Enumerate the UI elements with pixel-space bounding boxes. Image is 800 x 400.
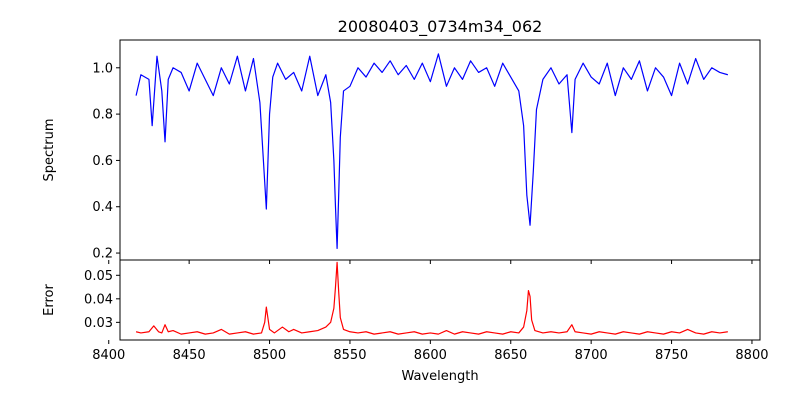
error-y-tick-label: 0.03 <box>84 316 113 331</box>
error-y-ticks: 0.03 0.04 0.05 <box>84 269 120 331</box>
error-x-tick-label: 8500 <box>253 348 286 363</box>
error-series-group <box>135 261 728 335</box>
spectrum-y-tick-label: 0.6 <box>92 154 113 169</box>
error-x-tick-label: 8450 <box>173 348 206 363</box>
error-x-tick-label: 8800 <box>735 348 768 363</box>
spectrum-plot-frame <box>119 39 761 261</box>
error-x-tick-label: 8700 <box>575 348 608 363</box>
error-panel: 0.03 0.04 0.05 8400 8450 8500 8550 8600 8650 870… <box>42 259 769 384</box>
error-y-tick-label: 0.04 <box>84 292 113 307</box>
error-y-axis-label: Error <box>42 284 57 316</box>
error-y-tick-label: 0.05 <box>84 269 113 284</box>
error-x-ticks: 8400 8450 8500 8550 8600 8650 8700 8750 8800 <box>92 340 769 363</box>
error-x-tick-label: 8650 <box>494 348 527 363</box>
spectrum-series-line <box>135 53 729 250</box>
spectrum-y-ticks: 0.2 0.4 0.6 0.8 1.0 <box>92 61 120 262</box>
error-series-line <box>135 261 728 335</box>
spectrum-y-tick-label: 0.2 <box>92 247 113 262</box>
error-plot-frame <box>119 259 761 341</box>
error-x-axis-label: Wavelength <box>401 369 478 384</box>
error-x-tick-label: 8600 <box>414 348 447 363</box>
spectrum-series-group <box>135 53 729 250</box>
spectrum-y-tick-label: 0.8 <box>92 108 113 123</box>
spectrum-panel: 0.2 0.4 0.6 0.8 1.0 Spectrum <box>42 39 761 264</box>
chart-title: 20080403_0734m34_062 <box>338 17 543 37</box>
spectrum-x-ticks <box>108 260 753 264</box>
error-x-tick-label: 8550 <box>333 348 366 363</box>
spectrum-y-axis-label: Spectrum <box>42 119 57 182</box>
spectrum-y-tick-label: 1.0 <box>92 61 113 76</box>
spectrum-y-tick-label: 0.4 <box>92 200 113 215</box>
error-x-tick-label: 8750 <box>655 348 688 363</box>
error-x-tick-label: 8400 <box>92 348 125 363</box>
